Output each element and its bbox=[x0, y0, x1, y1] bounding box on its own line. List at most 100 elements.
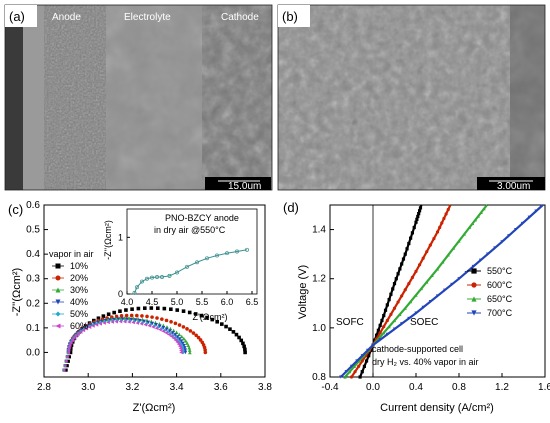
data-point bbox=[171, 333, 176, 338]
data-point bbox=[374, 333, 379, 337]
legend-marker bbox=[471, 310, 477, 316]
data-point bbox=[358, 375, 362, 379]
data-point bbox=[91, 324, 95, 328]
data-point bbox=[243, 347, 247, 352]
data-point bbox=[435, 267, 440, 271]
data-point bbox=[110, 320, 114, 324]
y-tick-label: 1.0 bbox=[312, 323, 326, 334]
y-tick-label: 0.4 bbox=[26, 249, 40, 260]
data-point bbox=[416, 214, 420, 219]
data-point bbox=[241, 341, 245, 346]
data-point bbox=[360, 354, 364, 358]
data-point bbox=[444, 212, 448, 216]
x-tick-label: 0.4 bbox=[409, 382, 423, 393]
data-point bbox=[394, 277, 398, 281]
data-point bbox=[410, 231, 415, 235]
x-tick-label: 3.8 bbox=[258, 382, 272, 393]
chart-d-series bbox=[339, 204, 544, 379]
data-point bbox=[175, 308, 180, 312]
data-point bbox=[353, 370, 357, 374]
data-point bbox=[473, 218, 478, 222]
data-point bbox=[220, 322, 224, 326]
data-point bbox=[417, 212, 421, 216]
inset-point bbox=[135, 285, 139, 290]
inset-point bbox=[132, 290, 137, 295]
panel-d-label: (d) bbox=[283, 200, 299, 215]
data-point bbox=[127, 316, 131, 320]
data-point bbox=[440, 221, 444, 225]
data-point bbox=[63, 364, 67, 368]
data-point bbox=[149, 306, 154, 310]
data-point bbox=[135, 321, 140, 325]
y-tick-label: 0.5 bbox=[26, 225, 40, 236]
data-point bbox=[66, 350, 71, 355]
annotation-line-1: cathode-supported cell bbox=[372, 344, 463, 354]
data-point bbox=[187, 345, 191, 350]
data-point bbox=[237, 335, 241, 340]
data-point bbox=[442, 216, 446, 221]
data-point bbox=[360, 370, 364, 374]
chart-d-plot-area bbox=[329, 204, 546, 378]
data-point bbox=[400, 262, 404, 266]
data-point bbox=[409, 300, 413, 304]
data-point bbox=[96, 316, 101, 321]
data-point bbox=[239, 338, 244, 343]
data-point bbox=[129, 317, 134, 322]
data-point bbox=[98, 321, 103, 326]
data-point bbox=[173, 321, 178, 326]
data-point bbox=[407, 316, 411, 321]
data-point bbox=[243, 350, 247, 355]
data-point bbox=[398, 267, 402, 271]
chart-d: (d) -0.4 0.0 0.4 0.8 1.2 1.6 0.8 1.0 1.2 1.4 Curr… bbox=[283, 200, 550, 414]
data-point bbox=[421, 305, 425, 309]
data-point bbox=[155, 316, 159, 320]
y-tick-label: 0.3 bbox=[26, 274, 40, 285]
x-tick-label: 3.2 bbox=[125, 382, 139, 393]
data-point bbox=[366, 348, 370, 352]
inset-x-tick-label: 4.5 bbox=[146, 297, 159, 307]
data-point bbox=[65, 364, 69, 368]
inset-x-tick-label: 4.0 bbox=[121, 297, 134, 307]
inset-y-tick-label: 0 bbox=[118, 289, 123, 299]
data-point bbox=[414, 293, 418, 297]
data-point bbox=[124, 313, 129, 318]
data-point bbox=[378, 331, 382, 335]
data-point bbox=[130, 307, 134, 311]
data-point bbox=[383, 308, 388, 312]
data-point bbox=[343, 375, 347, 379]
data-point bbox=[143, 306, 147, 310]
data-point bbox=[177, 344, 182, 348]
data-point bbox=[122, 319, 127, 324]
inset-point bbox=[215, 253, 219, 258]
data-point bbox=[107, 318, 112, 322]
y-tick-label: 1.2 bbox=[312, 274, 326, 285]
legend-label: 700°C bbox=[487, 308, 513, 318]
data-point bbox=[457, 277, 461, 281]
data-point bbox=[378, 338, 382, 342]
data-point bbox=[417, 263, 422, 267]
data-point bbox=[102, 321, 106, 325]
data-point bbox=[382, 325, 386, 329]
data-point bbox=[385, 318, 389, 323]
annotation-line-2: dry H₂ vs. 40% vapor in air bbox=[372, 357, 479, 367]
data-point bbox=[387, 325, 391, 329]
data-point bbox=[64, 368, 68, 372]
data-point bbox=[183, 338, 188, 343]
data-point bbox=[476, 214, 480, 218]
legend-marker bbox=[471, 268, 477, 274]
data-point bbox=[398, 312, 402, 316]
inset-y-tick-label: 1 bbox=[118, 232, 123, 242]
legend-marker bbox=[471, 296, 477, 302]
data-point bbox=[120, 317, 125, 321]
data-point bbox=[194, 333, 198, 338]
data-point bbox=[391, 287, 395, 291]
inset-line bbox=[134, 249, 248, 294]
data-point bbox=[403, 252, 407, 256]
data-point bbox=[156, 306, 160, 310]
data-point bbox=[446, 207, 450, 212]
data-point bbox=[181, 341, 185, 346]
inset-point bbox=[175, 270, 179, 275]
data-point bbox=[185, 341, 189, 345]
inset-x-tick-label: 6.5 bbox=[246, 297, 259, 307]
